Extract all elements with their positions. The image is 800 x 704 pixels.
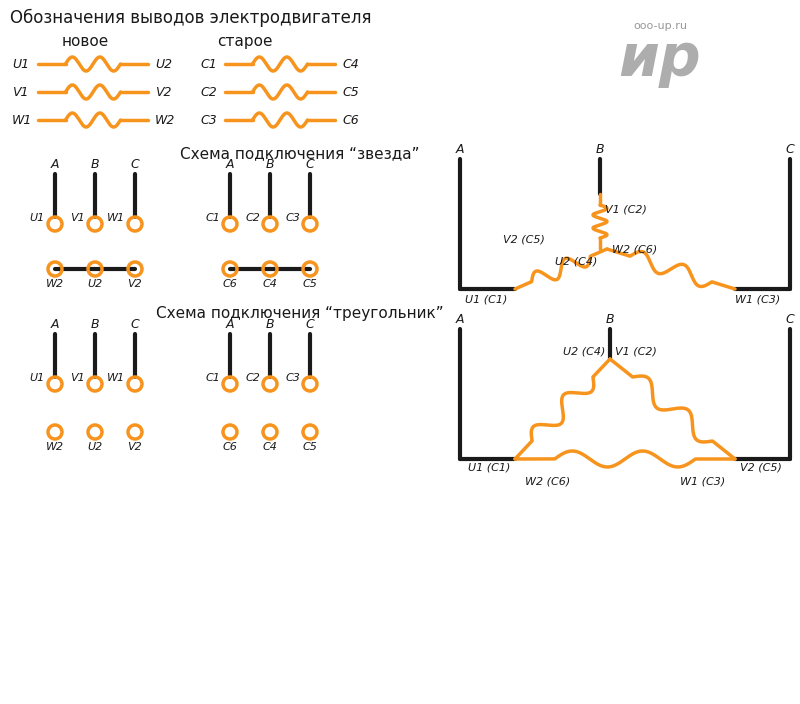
Text: V2: V2 [155,85,171,99]
Text: Обозначения выводов электродвигателя: Обозначения выводов электродвигателя [10,9,371,27]
Text: W1: W1 [107,213,125,223]
Text: Схема подключения “звезда”: Схема подключения “звезда” [180,146,420,161]
Text: W2 (C6): W2 (C6) [612,244,658,254]
Text: U1: U1 [30,213,45,223]
Text: U1: U1 [12,58,29,70]
Text: A: A [50,158,59,171]
Text: U2: U2 [155,58,172,70]
Text: V2: V2 [128,442,142,452]
Text: A: A [226,318,234,331]
Text: U1 (C1): U1 (C1) [465,294,507,304]
Text: C: C [786,143,794,156]
Text: W2 (C6): W2 (C6) [525,477,570,487]
Text: C6: C6 [222,279,238,289]
Text: V1 (C2): V1 (C2) [605,204,647,214]
Text: C6: C6 [222,442,238,452]
Text: B: B [266,318,274,331]
Text: U2: U2 [87,279,102,289]
Text: U2 (C4): U2 (C4) [562,346,605,356]
Text: A: A [226,158,234,171]
Text: B: B [606,313,614,326]
Text: C: C [130,158,139,171]
Text: V2: V2 [128,279,142,289]
Text: V1: V1 [70,373,85,383]
Text: C5: C5 [342,85,358,99]
Text: A: A [50,318,59,331]
Text: C5: C5 [302,442,318,452]
Text: ир: ир [618,30,702,87]
Text: B: B [90,158,99,171]
Text: C1: C1 [200,58,217,70]
Text: U2 (C4): U2 (C4) [554,257,597,267]
Text: C6: C6 [342,113,358,127]
Text: A: A [456,313,464,326]
Text: V1 (C2): V1 (C2) [615,346,657,356]
Text: V1: V1 [12,85,29,99]
Text: W2: W2 [155,113,175,127]
Text: V2 (C5): V2 (C5) [740,462,782,472]
Text: W1: W1 [12,113,32,127]
Text: старое: старое [218,34,273,49]
Text: U1 (C1): U1 (C1) [468,462,510,472]
Text: W1 (C3): W1 (C3) [734,294,780,304]
Text: W1 (C3): W1 (C3) [680,477,725,487]
Text: V2 (C5): V2 (C5) [503,234,545,244]
Text: U1: U1 [30,373,45,383]
Text: C: C [130,318,139,331]
Text: W1: W1 [107,373,125,383]
Text: C2: C2 [245,373,260,383]
Text: новое: новое [62,34,109,49]
Text: ooo-up.ru: ooo-up.ru [633,21,687,31]
Text: C: C [306,318,314,331]
Text: C2: C2 [245,213,260,223]
Text: B: B [266,158,274,171]
Text: C: C [786,313,794,326]
Text: U2: U2 [87,442,102,452]
Text: C2: C2 [200,85,217,99]
Text: B: B [90,318,99,331]
Text: C3: C3 [285,213,300,223]
Text: C3: C3 [285,373,300,383]
Text: W2: W2 [46,442,64,452]
Text: V1: V1 [70,213,85,223]
Text: C1: C1 [205,373,220,383]
Text: C: C [306,158,314,171]
Text: A: A [456,143,464,156]
Text: C4: C4 [262,279,278,289]
Text: C3: C3 [200,113,217,127]
Text: Схема подключения “треугольник”: Схема подключения “треугольник” [156,306,444,321]
Text: C1: C1 [205,213,220,223]
Text: C4: C4 [342,58,358,70]
Text: W2: W2 [46,279,64,289]
Text: C4: C4 [262,442,278,452]
Text: C5: C5 [302,279,318,289]
Text: B: B [596,143,604,156]
